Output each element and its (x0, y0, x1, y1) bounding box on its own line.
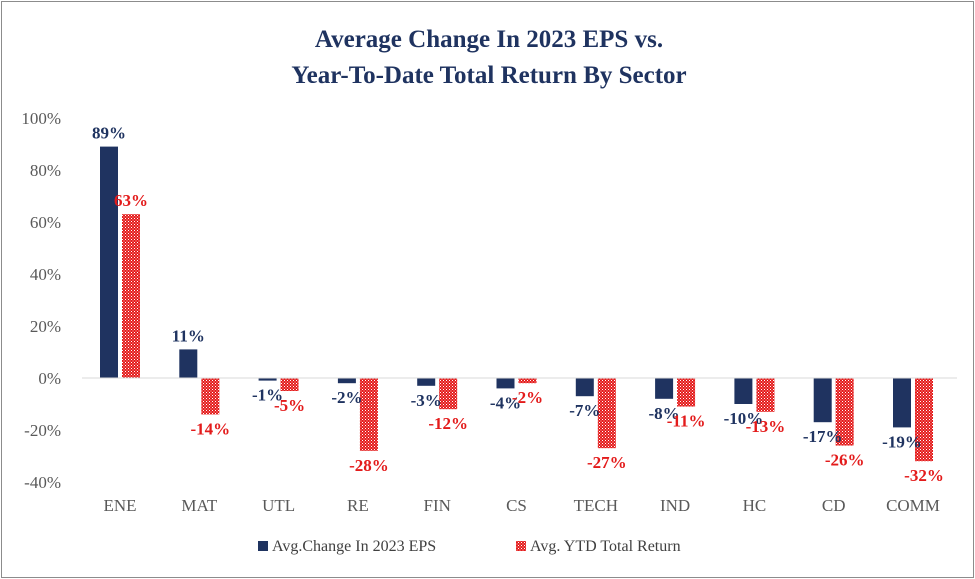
data-label-eps: -2% (331, 388, 362, 407)
bar-ytd (518, 378, 537, 384)
bar-eps (655, 378, 674, 399)
x-tick-label: CD (822, 496, 846, 515)
data-label-eps: -19% (882, 432, 922, 451)
bars (100, 146, 933, 462)
y-tick-label: 80% (30, 161, 61, 180)
bar-ytd (915, 378, 933, 462)
y-tick-label: 20% (30, 317, 61, 336)
x-tick-label: HC (743, 496, 767, 515)
x-tick-label: IND (660, 496, 690, 515)
data-label-ytd: -13% (746, 417, 786, 436)
x-tick-label: MAT (181, 496, 218, 515)
bar-ytd (201, 378, 220, 415)
chart-title-line1: Average Change In 2023 EPS vs. (315, 26, 663, 53)
x-tick-label: UTL (262, 496, 295, 515)
bar-ytd (359, 378, 378, 451)
bar-ytd (756, 378, 775, 412)
y-axis: 100% 80% 60% 40% 20% 0% -20% -40% (21, 109, 61, 492)
y-tick-label: 60% (30, 213, 61, 232)
data-label-ytd: -11% (667, 412, 706, 431)
bar-eps (337, 378, 356, 384)
data-label-ytd: -27% (587, 453, 627, 472)
data-label-eps: 11% (172, 326, 205, 345)
x-tick-label: CS (506, 496, 527, 515)
legend-swatch-eps (258, 541, 268, 551)
y-tick-label: -20% (24, 421, 61, 440)
data-label-eps: -17% (803, 427, 843, 446)
y-tick-label: 0% (38, 369, 61, 388)
y-tick-label: 40% (30, 265, 61, 284)
bar-ytd (280, 378, 299, 391)
bar-eps (496, 378, 515, 389)
bar-ytd (439, 378, 458, 410)
bar-eps (179, 349, 198, 378)
bar-eps (734, 378, 753, 404)
data-label-ytd: 63% (114, 191, 148, 210)
data-label-eps: -1% (252, 386, 283, 405)
bar-ytd (835, 378, 854, 446)
data-labels: 89%63%11%-14%-1%-5% -2%-28%-3%-12%-4%-2%-… (92, 124, 944, 486)
data-label-ytd: -12% (428, 414, 468, 433)
x-tick-label: TECH (574, 496, 618, 515)
data-label-ytd: -26% (825, 451, 865, 470)
x-tick-label: FIN (423, 496, 450, 515)
bar-ytd (122, 214, 140, 378)
legend-swatch-ytd (516, 541, 526, 551)
x-axis: ENE MAT UTL RE FIN CS TECH IND HC CD COMM (103, 496, 939, 515)
y-tick-label: -40% (24, 473, 61, 492)
data-label-eps: -3% (411, 391, 442, 410)
x-tick-label: RE (347, 496, 369, 515)
data-label-eps: 89% (92, 124, 126, 143)
data-label-eps: -4% (490, 393, 521, 412)
data-label-ytd: -5% (274, 396, 305, 415)
bar-eps (258, 378, 277, 381)
bar-ytd (677, 378, 696, 407)
data-label-eps: -7% (569, 401, 600, 420)
legend-label-eps: Avg.Change In 2023 EPS (272, 538, 436, 555)
bar-eps (893, 378, 911, 428)
x-tick-label: COMM (886, 496, 940, 515)
bar-eps (417, 378, 436, 386)
bar-eps (100, 146, 118, 378)
legend: Avg.Change In 2023 EPS Avg. YTD Total Re… (258, 538, 681, 555)
bar-ytd (597, 378, 616, 449)
bar-eps (575, 378, 594, 397)
data-label-ytd: -28% (349, 456, 389, 475)
data-label-ytd: -32% (904, 466, 944, 485)
data-label-eps: -10% (724, 409, 764, 428)
y-tick-label: 100% (21, 109, 61, 128)
x-tick-label: ENE (103, 496, 136, 515)
data-label-ytd: -2% (512, 388, 543, 407)
legend-label-ytd: Avg. YTD Total Return (530, 538, 681, 555)
chart-title-line2: Year-To-Date Total Return By Sector (291, 62, 686, 89)
bar-eps (813, 378, 832, 423)
data-label-eps: -8% (649, 404, 680, 423)
data-label-ytd: -14% (190, 419, 230, 438)
